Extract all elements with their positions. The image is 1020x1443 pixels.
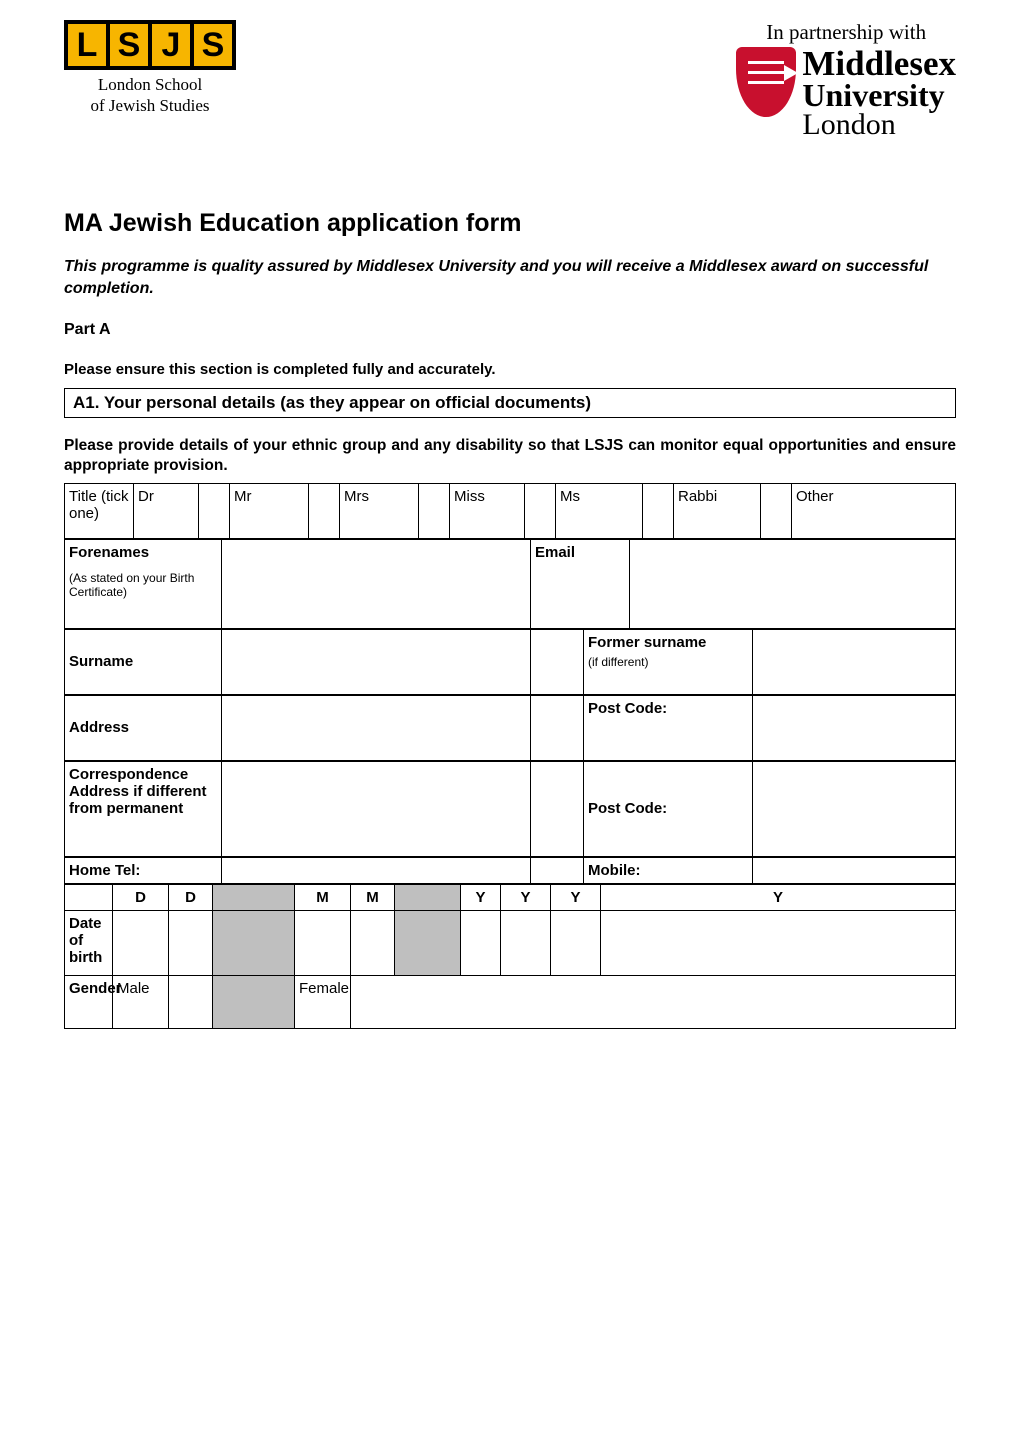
dob-col-y: Y	[551, 884, 601, 910]
partner-line3: London	[802, 111, 956, 140]
dob-m2-input[interactable]	[351, 910, 395, 975]
partner-line2: University	[802, 80, 956, 110]
partner-intro: In partnership with	[736, 20, 956, 45]
email-input[interactable]	[630, 539, 956, 628]
dob-d1-input[interactable]	[113, 910, 169, 975]
title-other-label: Other	[792, 483, 956, 538]
title-mrs-checkbox[interactable]	[419, 483, 450, 538]
forenames-input[interactable]	[222, 539, 531, 628]
title-mrs-label: Mrs	[340, 483, 419, 538]
dob-y1-input[interactable]	[461, 910, 501, 975]
lsjs-logo: L S J S London School of Jewish Studies	[64, 20, 236, 117]
corr-address-input[interactable]	[222, 761, 531, 856]
gender-label: Gender	[65, 975, 113, 1028]
dob-col-spacer	[395, 884, 461, 910]
dob-y2-input[interactable]	[501, 910, 551, 975]
title-mr-label: Mr	[230, 483, 309, 538]
dob-col-y: Y	[501, 884, 551, 910]
spacer-cell	[531, 695, 584, 760]
dob-col-y: Y	[461, 884, 501, 910]
spacer-cell	[531, 857, 584, 883]
address-table: Address Post Code:	[64, 695, 956, 761]
email-label: Email	[531, 539, 630, 628]
former-surname-label: Former surname (if different)	[584, 629, 753, 694]
dob-table: D D M M Y Y Y Y Date of birth Gender	[64, 884, 956, 1029]
dob-spacer	[213, 910, 295, 975]
former-surname-input[interactable]	[753, 629, 956, 694]
postcode-input[interactable]	[753, 695, 956, 760]
home-tel-input[interactable]	[222, 857, 531, 883]
dob-col-m: M	[351, 884, 395, 910]
corr-postcode-input[interactable]	[753, 761, 956, 856]
gender-spacer	[213, 975, 295, 1028]
instruction-text: Please ensure this section is completed …	[64, 361, 956, 378]
dob-col-d: D	[113, 884, 169, 910]
corr-address-table: Correspondence Address if different from…	[64, 761, 956, 857]
surname-input[interactable]	[222, 629, 531, 694]
surname-table: Surname Former surname (if different)	[64, 629, 956, 695]
middlesex-shield-icon	[736, 47, 796, 117]
title-miss-checkbox[interactable]	[525, 483, 556, 538]
page-title: MA Jewish Education application form	[64, 209, 956, 238]
gender-female-checkbox[interactable]	[351, 975, 956, 1028]
title-miss-label: Miss	[450, 483, 525, 538]
dob-col-y: Y	[601, 884, 956, 910]
title-mr-checkbox[interactable]	[309, 483, 340, 538]
lsjs-letter: J	[152, 24, 190, 66]
surname-label: Surname	[65, 629, 222, 694]
lsjs-letter: S	[110, 24, 148, 66]
dob-y3-input[interactable]	[551, 910, 601, 975]
phone-table: Home Tel: Mobile:	[64, 857, 956, 884]
title-rabbi-label: Rabbi	[674, 483, 761, 538]
dob-col-d: D	[169, 884, 213, 910]
spacer-cell	[531, 629, 584, 694]
dob-blank	[65, 884, 113, 910]
part-a-heading: Part A	[64, 321, 956, 339]
dob-col-spacer	[213, 884, 295, 910]
lsjs-subtitle: London School of Jewish Studies	[64, 74, 236, 117]
title-label: Title (tick one)	[65, 483, 134, 538]
title-rabbi-checkbox[interactable]	[761, 483, 792, 538]
dob-d2-input[interactable]	[169, 910, 213, 975]
spacer-cell	[531, 761, 584, 856]
partner-line1: Middlesex	[802, 47, 956, 80]
corr-address-label: Correspondence Address if different from…	[65, 761, 222, 856]
mobile-label: Mobile:	[584, 857, 753, 883]
dob-col-m: M	[295, 884, 351, 910]
lsjs-lettermark: L S J S	[64, 20, 236, 70]
title-dr-checkbox[interactable]	[199, 483, 230, 538]
lsjs-line1: London School	[64, 74, 236, 95]
home-tel-label: Home Tel:	[65, 857, 222, 883]
gender-male-label: Male	[113, 975, 169, 1028]
corr-postcode-label: Post Code:	[584, 761, 753, 856]
gender-female-label: Female	[295, 975, 351, 1028]
page: L S J S London School of Jewish Studies …	[0, 0, 1020, 1443]
title-table: Title (tick one) Dr Mr Mrs Miss Ms Rabbi…	[64, 483, 956, 539]
a1-heading: A1. Your personal details (as they appea…	[64, 388, 956, 418]
address-label: Address	[65, 695, 222, 760]
partner-logo: In partnership with Middlesex University…	[736, 20, 956, 139]
partner-text: Middlesex University London	[802, 47, 956, 139]
dob-m1-input[interactable]	[295, 910, 351, 975]
title-ms-checkbox[interactable]	[643, 483, 674, 538]
dob-spacer	[395, 910, 461, 975]
equal-ops-text: Please provide details of your ethnic gr…	[64, 436, 956, 476]
dob-label: Date of birth	[65, 910, 113, 975]
forenames-table: Forenames (As stated on your Birth Certi…	[64, 539, 956, 629]
title-dr-label: Dr	[134, 483, 199, 538]
gender-male-checkbox[interactable]	[169, 975, 213, 1028]
intro-text: This programme is quality assured by Mid…	[64, 256, 956, 299]
forenames-label: Forenames (As stated on your Birth Certi…	[65, 539, 222, 628]
forenames-sublabel: (As stated on your Birth Certificate)	[69, 571, 217, 600]
address-input[interactable]	[222, 695, 531, 760]
header: L S J S London School of Jewish Studies …	[64, 20, 956, 139]
postcode-label: Post Code:	[584, 695, 753, 760]
dob-y4-input[interactable]	[601, 910, 956, 975]
mobile-input[interactable]	[753, 857, 956, 883]
former-sublabel: (if different)	[588, 655, 748, 669]
lsjs-line2: of Jewish Studies	[64, 95, 236, 116]
lsjs-letter: S	[194, 24, 232, 66]
title-ms-label: Ms	[556, 483, 643, 538]
lsjs-letter: L	[68, 24, 106, 66]
